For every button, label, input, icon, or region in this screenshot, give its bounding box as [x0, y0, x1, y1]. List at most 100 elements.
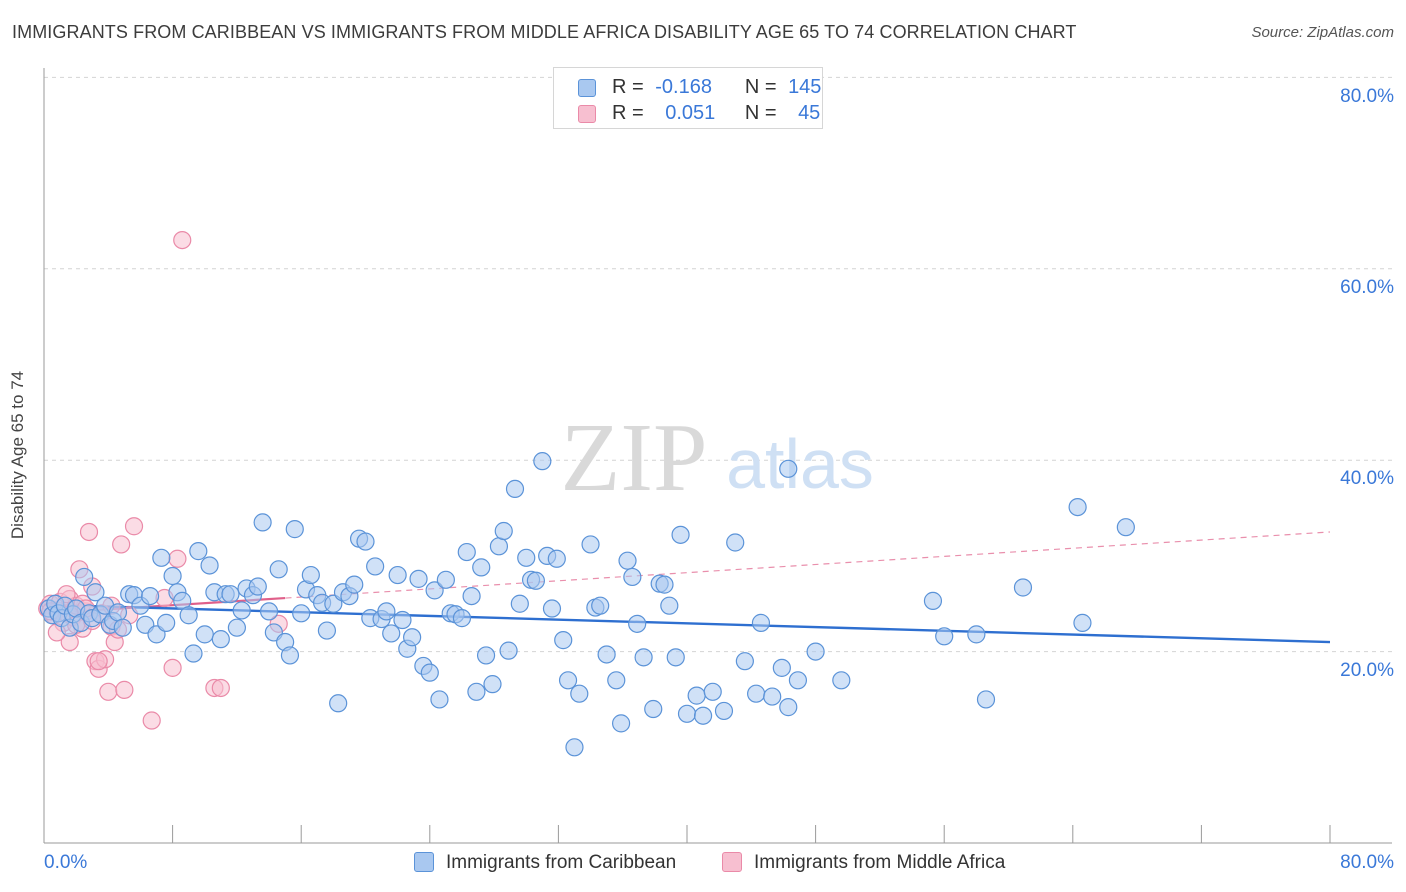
series-middle-africa-points	[38, 230, 288, 730]
data-point-caribbean	[772, 658, 791, 677]
data-point-caribbean	[581, 535, 600, 554]
data-point-caribbean	[253, 513, 272, 532]
data-point-caribbean	[189, 542, 208, 561]
data-point-caribbean	[923, 591, 943, 610]
data-point-caribbean	[751, 613, 771, 632]
data-point-caribbean	[611, 714, 631, 733]
data-point-caribbean	[329, 694, 348, 713]
data-point-middle-africa	[142, 711, 161, 730]
data-point-caribbean	[1116, 518, 1135, 537]
r-value: -0.168	[655, 76, 712, 98]
data-point-caribbean	[393, 610, 412, 630]
data-point-caribbean	[377, 602, 396, 621]
data-point-caribbean	[644, 699, 663, 719]
data-point-caribbean	[317, 621, 337, 640]
data-point-caribbean	[558, 671, 578, 690]
data-point-caribbean	[467, 682, 486, 701]
legend-swatch-pink	[578, 105, 596, 123]
data-point-middle-africa	[79, 522, 99, 542]
gridlines	[44, 76, 1392, 653]
data-point-caribbean	[554, 631, 573, 650]
data-point-caribbean	[425, 581, 444, 600]
data-point-caribbean	[655, 575, 674, 594]
data-point-caribbean	[547, 549, 566, 568]
watermark: ZIP atlas	[561, 404, 874, 512]
data-point-caribbean	[292, 604, 311, 623]
data-point-caribbean	[280, 646, 300, 665]
n-label: N =	[744, 102, 777, 124]
data-point-caribbean	[607, 671, 626, 690]
data-point-caribbean	[677, 704, 697, 723]
data-point-caribbean	[510, 594, 529, 613]
n-label: N =	[744, 76, 777, 98]
data-point-caribbean	[703, 682, 722, 701]
data-point-caribbean	[113, 618, 132, 637]
r-value: 0.051	[665, 102, 716, 124]
data-point-caribbean	[140, 586, 160, 606]
data-point-caribbean	[382, 624, 401, 643]
data-point-middle-africa	[168, 549, 187, 568]
y-axis-label: Disability Age 65 to 74	[8, 370, 27, 540]
data-point-caribbean	[200, 556, 219, 575]
data-point-caribbean	[356, 532, 375, 551]
data-point-middle-africa	[173, 230, 192, 250]
n-value: 145	[788, 76, 822, 98]
data-point-caribbean	[483, 675, 502, 694]
data-point-caribbean	[542, 599, 562, 618]
data-point-caribbean	[221, 585, 240, 604]
data-point-caribbean	[735, 652, 754, 671]
data-point-caribbean	[269, 560, 288, 579]
axes	[43, 68, 1392, 844]
x-axis-max-label: 80.0%	[1340, 852, 1394, 873]
r-label: R =	[612, 76, 644, 98]
data-point-caribbean	[472, 558, 491, 577]
data-point-caribbean	[499, 641, 518, 660]
data-point-caribbean	[806, 642, 825, 661]
r-label: R =	[612, 102, 644, 124]
data-point-caribbean	[248, 577, 267, 596]
y-tick-label: 60.0%	[1340, 277, 1394, 298]
data-point-caribbean	[494, 521, 513, 541]
data-point-caribbean	[430, 690, 449, 709]
legend-swatch-blue	[578, 79, 596, 97]
data-point-caribbean	[832, 671, 851, 690]
data-point-caribbean	[660, 596, 679, 615]
data-point-caribbean	[779, 459, 798, 478]
legend-label: Immigrants from Middle Africa	[754, 852, 1006, 873]
watermark-zip: ZIP	[561, 404, 708, 512]
data-point-caribbean	[726, 533, 745, 552]
data-point-caribbean	[301, 565, 320, 585]
data-point-caribbean	[457, 542, 476, 562]
y-tick-label: 80.0%	[1340, 86, 1394, 107]
data-point-caribbean	[671, 525, 690, 544]
data-point-caribbean	[597, 645, 616, 664]
data-point-caribbean	[409, 569, 428, 588]
data-point-caribbean	[489, 537, 509, 556]
y-tick-label: 20.0%	[1340, 660, 1394, 681]
data-point-caribbean	[526, 571, 545, 590]
data-point-caribbean	[747, 684, 766, 703]
watermark-atlas: atlas	[726, 425, 874, 503]
data-point-caribbean	[366, 557, 385, 576]
data-point-caribbean	[505, 479, 525, 499]
legend-swatch-pink	[722, 852, 742, 872]
data-point-caribbean	[211, 630, 230, 649]
data-point-caribbean	[634, 648, 653, 667]
data-point-caribbean	[227, 618, 246, 637]
legend-label: Immigrants from Caribbean	[446, 852, 677, 873]
data-point-caribbean	[75, 567, 94, 587]
data-point-caribbean	[967, 625, 986, 644]
data-point-middle-africa	[112, 535, 131, 554]
data-point-caribbean	[179, 606, 198, 625]
data-point-caribbean	[618, 551, 637, 570]
data-point-middle-africa	[99, 682, 118, 701]
chart-title: IMMIGRANTS FROM CARIBBEAN VS IMMIGRANTS …	[12, 22, 1077, 42]
data-point-caribbean	[788, 671, 808, 690]
data-point-caribbean	[666, 648, 685, 667]
data-point-caribbean	[86, 583, 105, 602]
data-point-caribbean	[345, 575, 364, 594]
legend-swatch-blue	[414, 852, 434, 872]
data-point-caribbean	[163, 566, 182, 586]
data-point-caribbean	[976, 690, 996, 709]
